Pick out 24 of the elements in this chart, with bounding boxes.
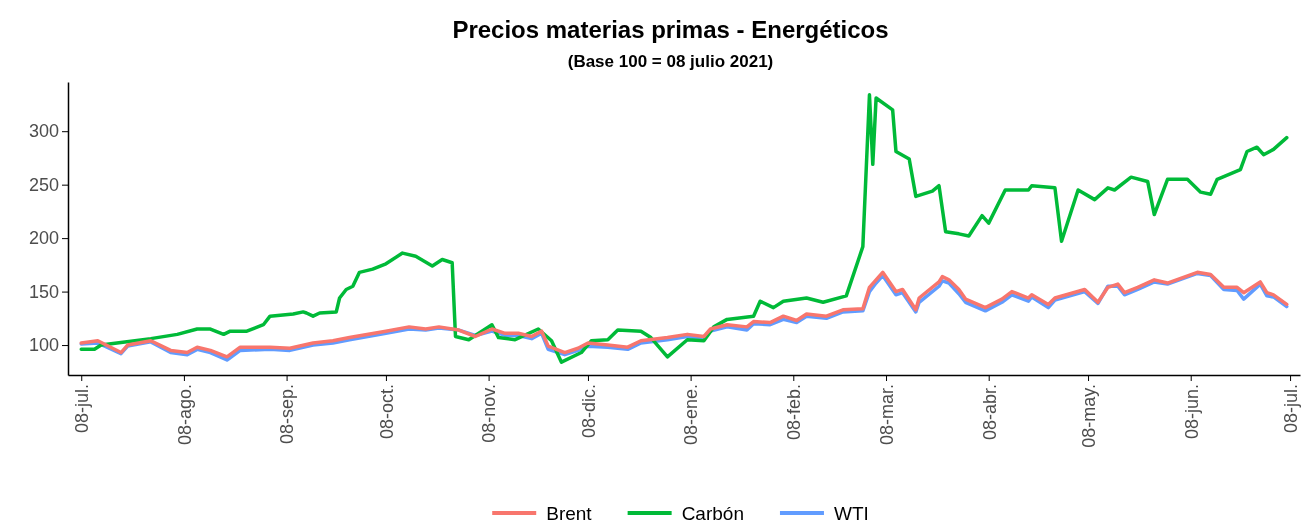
x-tick-label: 08-abr. [979,384,1000,441]
x-tick-label: 08-sep. [277,384,298,445]
x-tick-label: 08-oct. [376,384,397,440]
y-tick-label: 150 [28,281,59,302]
chart-subtitle: (Base 100 = 08 julio 2021) [567,52,774,71]
line-series [79,93,1289,364]
x-tick-label: 08-ene. [681,384,702,446]
x-tick-label: 08-ago. [174,384,195,446]
x-tick-label: 08-jun. [1181,384,1202,440]
legend-label: WTI [833,503,869,524]
y-tick-label: 250 [28,174,59,195]
y-tick-label: 300 [28,121,59,142]
x-tick-label: 08-mar. [876,384,897,446]
x-tick-label: 08-feb. [784,384,805,441]
legend-label: Carbón [681,503,744,524]
legend-label: Brent [546,503,593,524]
x-tick-label: 08-nov. [479,384,500,443]
x-tick-label: 08-dic. [578,384,599,439]
y-tick-label: 200 [28,228,59,249]
x-tick-label: 08-may. [1078,384,1099,448]
y-tick-label: 100 [28,335,59,356]
x-tick-label: 08-jul. [1280,384,1301,434]
chart-title: Precios materias primas - Energéticos [452,16,889,43]
x-tick-label: 08-jul. [72,384,93,434]
